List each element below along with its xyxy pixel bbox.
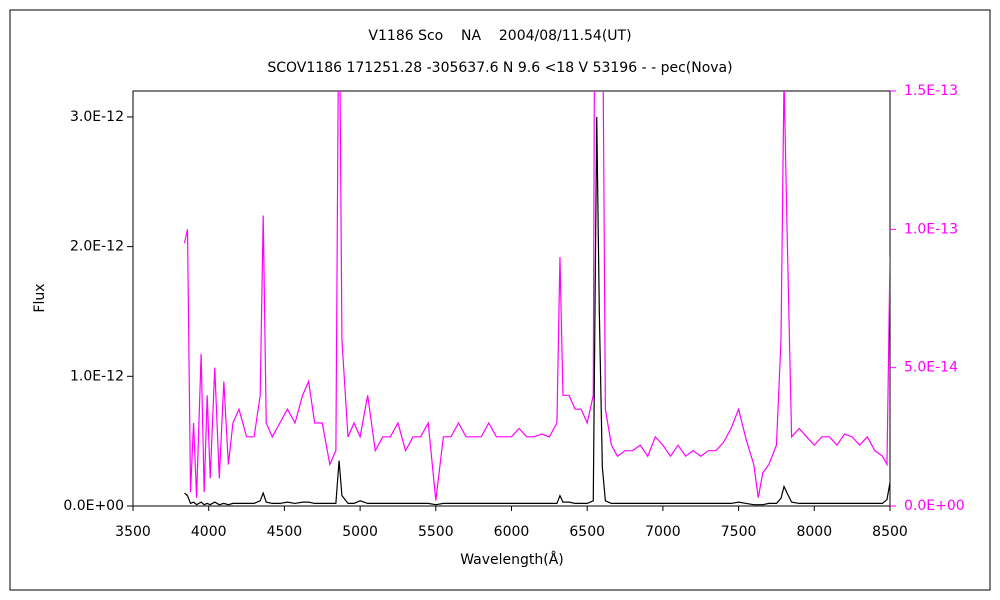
x-tick-label: 5500	[418, 524, 454, 540]
x-tick-label: 4500	[267, 524, 303, 540]
x-tick-label: 7000	[645, 524, 681, 540]
x-tick-label: 6000	[494, 524, 530, 540]
x-tick-label: 5000	[342, 524, 378, 540]
y-axis-label: Flux	[32, 283, 48, 312]
chart-subtitle: SCOV1186 171251.28 -305637.6 N 9.6 <18 V…	[267, 60, 732, 76]
x-tick-label: 7500	[721, 524, 757, 540]
x-axis-label: Wavelength(Å)	[460, 551, 564, 568]
lines	[183, 91, 890, 506]
y-tick-label: 1.0E-12	[70, 368, 124, 384]
frame	[9, 9, 991, 591]
y2-tick-label: 1.0E-13	[904, 221, 958, 237]
y-tick-label: 0.0E+00	[63, 498, 124, 514]
y-tick-label: 3.0E-12	[70, 109, 124, 125]
chart-title: V1186 Sco NA 2004/08/11.54(UT)	[368, 28, 631, 44]
spectrum-line	[184, 116, 890, 506]
x-tick-label: 8000	[796, 524, 832, 540]
spectrum-line	[183, 91, 890, 501]
x-tick-label: 6500	[569, 524, 605, 540]
y-tick-label: 2.0E-12	[70, 239, 124, 255]
y2-tick-label: 5.0E-14	[904, 360, 958, 376]
y2-tick-label: 0.0E+00	[904, 498, 965, 514]
y2-tick-label: 1.5E-13	[904, 83, 958, 99]
x-tick-label: 3500	[115, 524, 151, 540]
x-tick-label: 4000	[191, 524, 227, 540]
x-tick-label: 8500	[872, 524, 908, 540]
